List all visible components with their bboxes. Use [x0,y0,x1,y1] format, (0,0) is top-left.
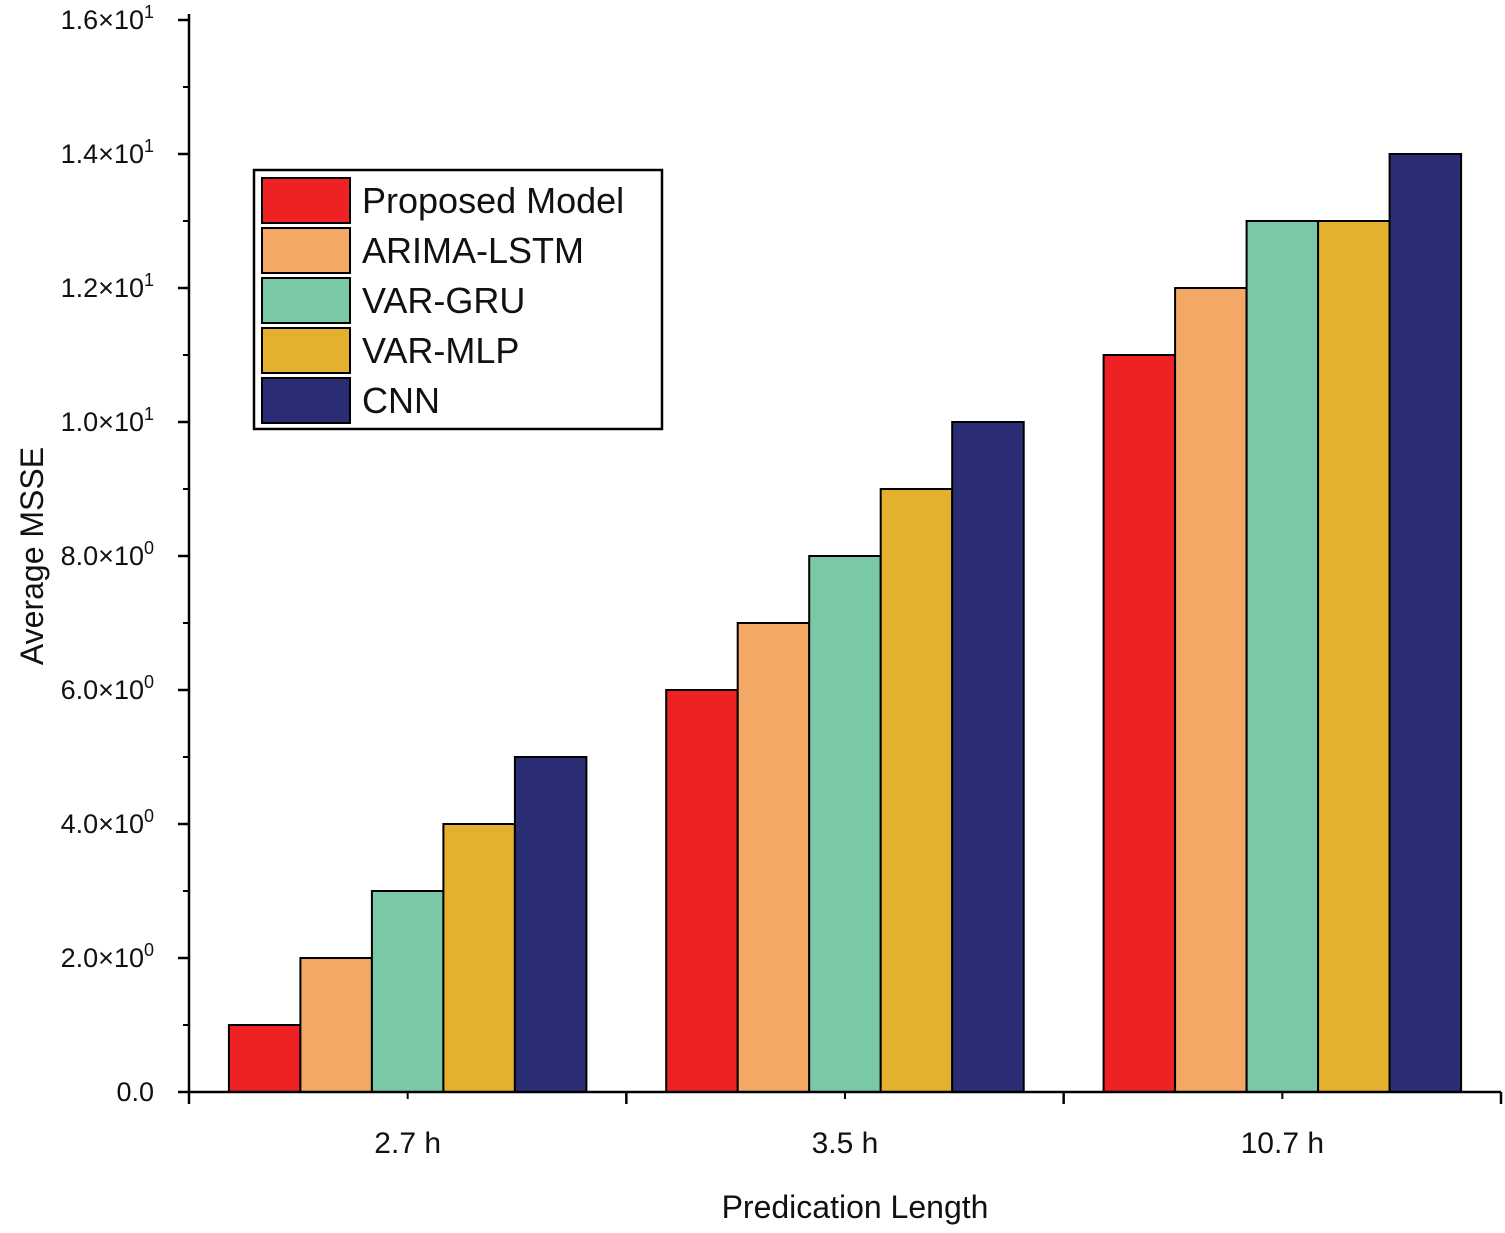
y-tick-exponent: 0 [144,806,154,826]
y-tick-mantissa: 4.0×10 [61,809,144,839]
y-tick-mantissa: 6.0×10 [61,675,144,705]
bar-var-gru-3 [1245,220,1320,1093]
y-tick-label: 1.0×101 [61,404,154,437]
legend-label-5: CNN [362,380,440,421]
bar-var-mlp-2 [879,488,954,1093]
bar-var-mlp-1 [442,823,516,1093]
y-tick-label: 1.6×101 [61,2,154,35]
legend-swatch-3 [261,277,351,324]
bar-arima-lstm-1 [299,957,373,1093]
legend-label-3: VAR-GRU [362,280,525,321]
y-axis-title: Average MSSE [14,447,50,665]
y-tick-exponent: 1 [144,136,154,156]
y-tick-exponent: 1 [144,404,154,424]
y-tick-label: 6.0×100 [61,672,154,705]
bar-cnn-3 [1388,153,1463,1093]
y-tick-label: 2.0×100 [61,940,154,973]
legend-swatch-1 [261,177,351,224]
y-tick-mantissa: 1.6×10 [61,5,144,35]
y-tick-label: 4.0×100 [61,806,154,839]
legend-label-2: ARIMA-LSTM [362,230,584,271]
y-tick-exponent: 1 [144,2,154,22]
bar-cnn-1 [513,756,588,1093]
legend-label-4: VAR-MLP [362,330,519,371]
x-axis-title: Predication Length [722,1189,989,1225]
y-tick-label: 1.4×101 [61,136,154,169]
y-tick-exponent: 1 [144,270,154,290]
y-tick-mantissa: 2.0×10 [61,943,144,973]
y-tick-label: 8.0×100 [61,538,154,571]
x-tick-label: 2.7 h [374,1127,441,1160]
bar-cnn-2 [951,421,1025,1093]
y-tick-label: 1.2×101 [61,270,154,303]
y-tick-mantissa: 0.0 [116,1077,154,1107]
legend-label-1: Proposed Model [362,180,624,221]
y-tick-mantissa: 8.0×10 [61,541,144,571]
bar-proposed-model-1 [227,1024,302,1093]
bar-var-gru-2 [808,555,882,1093]
labels-layer: 0.02.0×1004.0×1006.0×1008.0×1001.0×1011.… [14,2,1324,1225]
bar-arima-lstm-3 [1174,287,1248,1093]
y-tick-exponent: 0 [144,538,154,558]
legend-swatch-2 [261,227,351,274]
legend-swatch-4 [261,327,351,374]
x-tick-label: 3.5 h [812,1127,879,1160]
y-tick-mantissa: 1.0×10 [61,407,144,437]
y-tick-mantissa: 1.4×10 [61,139,144,169]
bar-var-mlp-3 [1317,220,1391,1093]
bar-proposed-model-2 [665,689,739,1093]
legend: Proposed Model ARIMA-LSTM VAR-GRU VAR-MLP CN… [252,168,664,431]
x-tick-label: 10.7 h [1241,1127,1324,1160]
axes-layer [178,14,1503,1104]
y-tick-exponent: 0 [144,672,154,692]
bars-layer [227,153,1463,1093]
y-tick-label: 0.0 [116,1077,154,1107]
bar-arima-lstm-2 [736,622,811,1093]
legend-swatch-5 [261,377,351,424]
y-tick-exponent: 0 [144,940,154,960]
y-tick-mantissa: 1.2×10 [61,273,144,303]
bar-var-gru-1 [370,890,445,1093]
bar-proposed-model-3 [1102,354,1177,1093]
